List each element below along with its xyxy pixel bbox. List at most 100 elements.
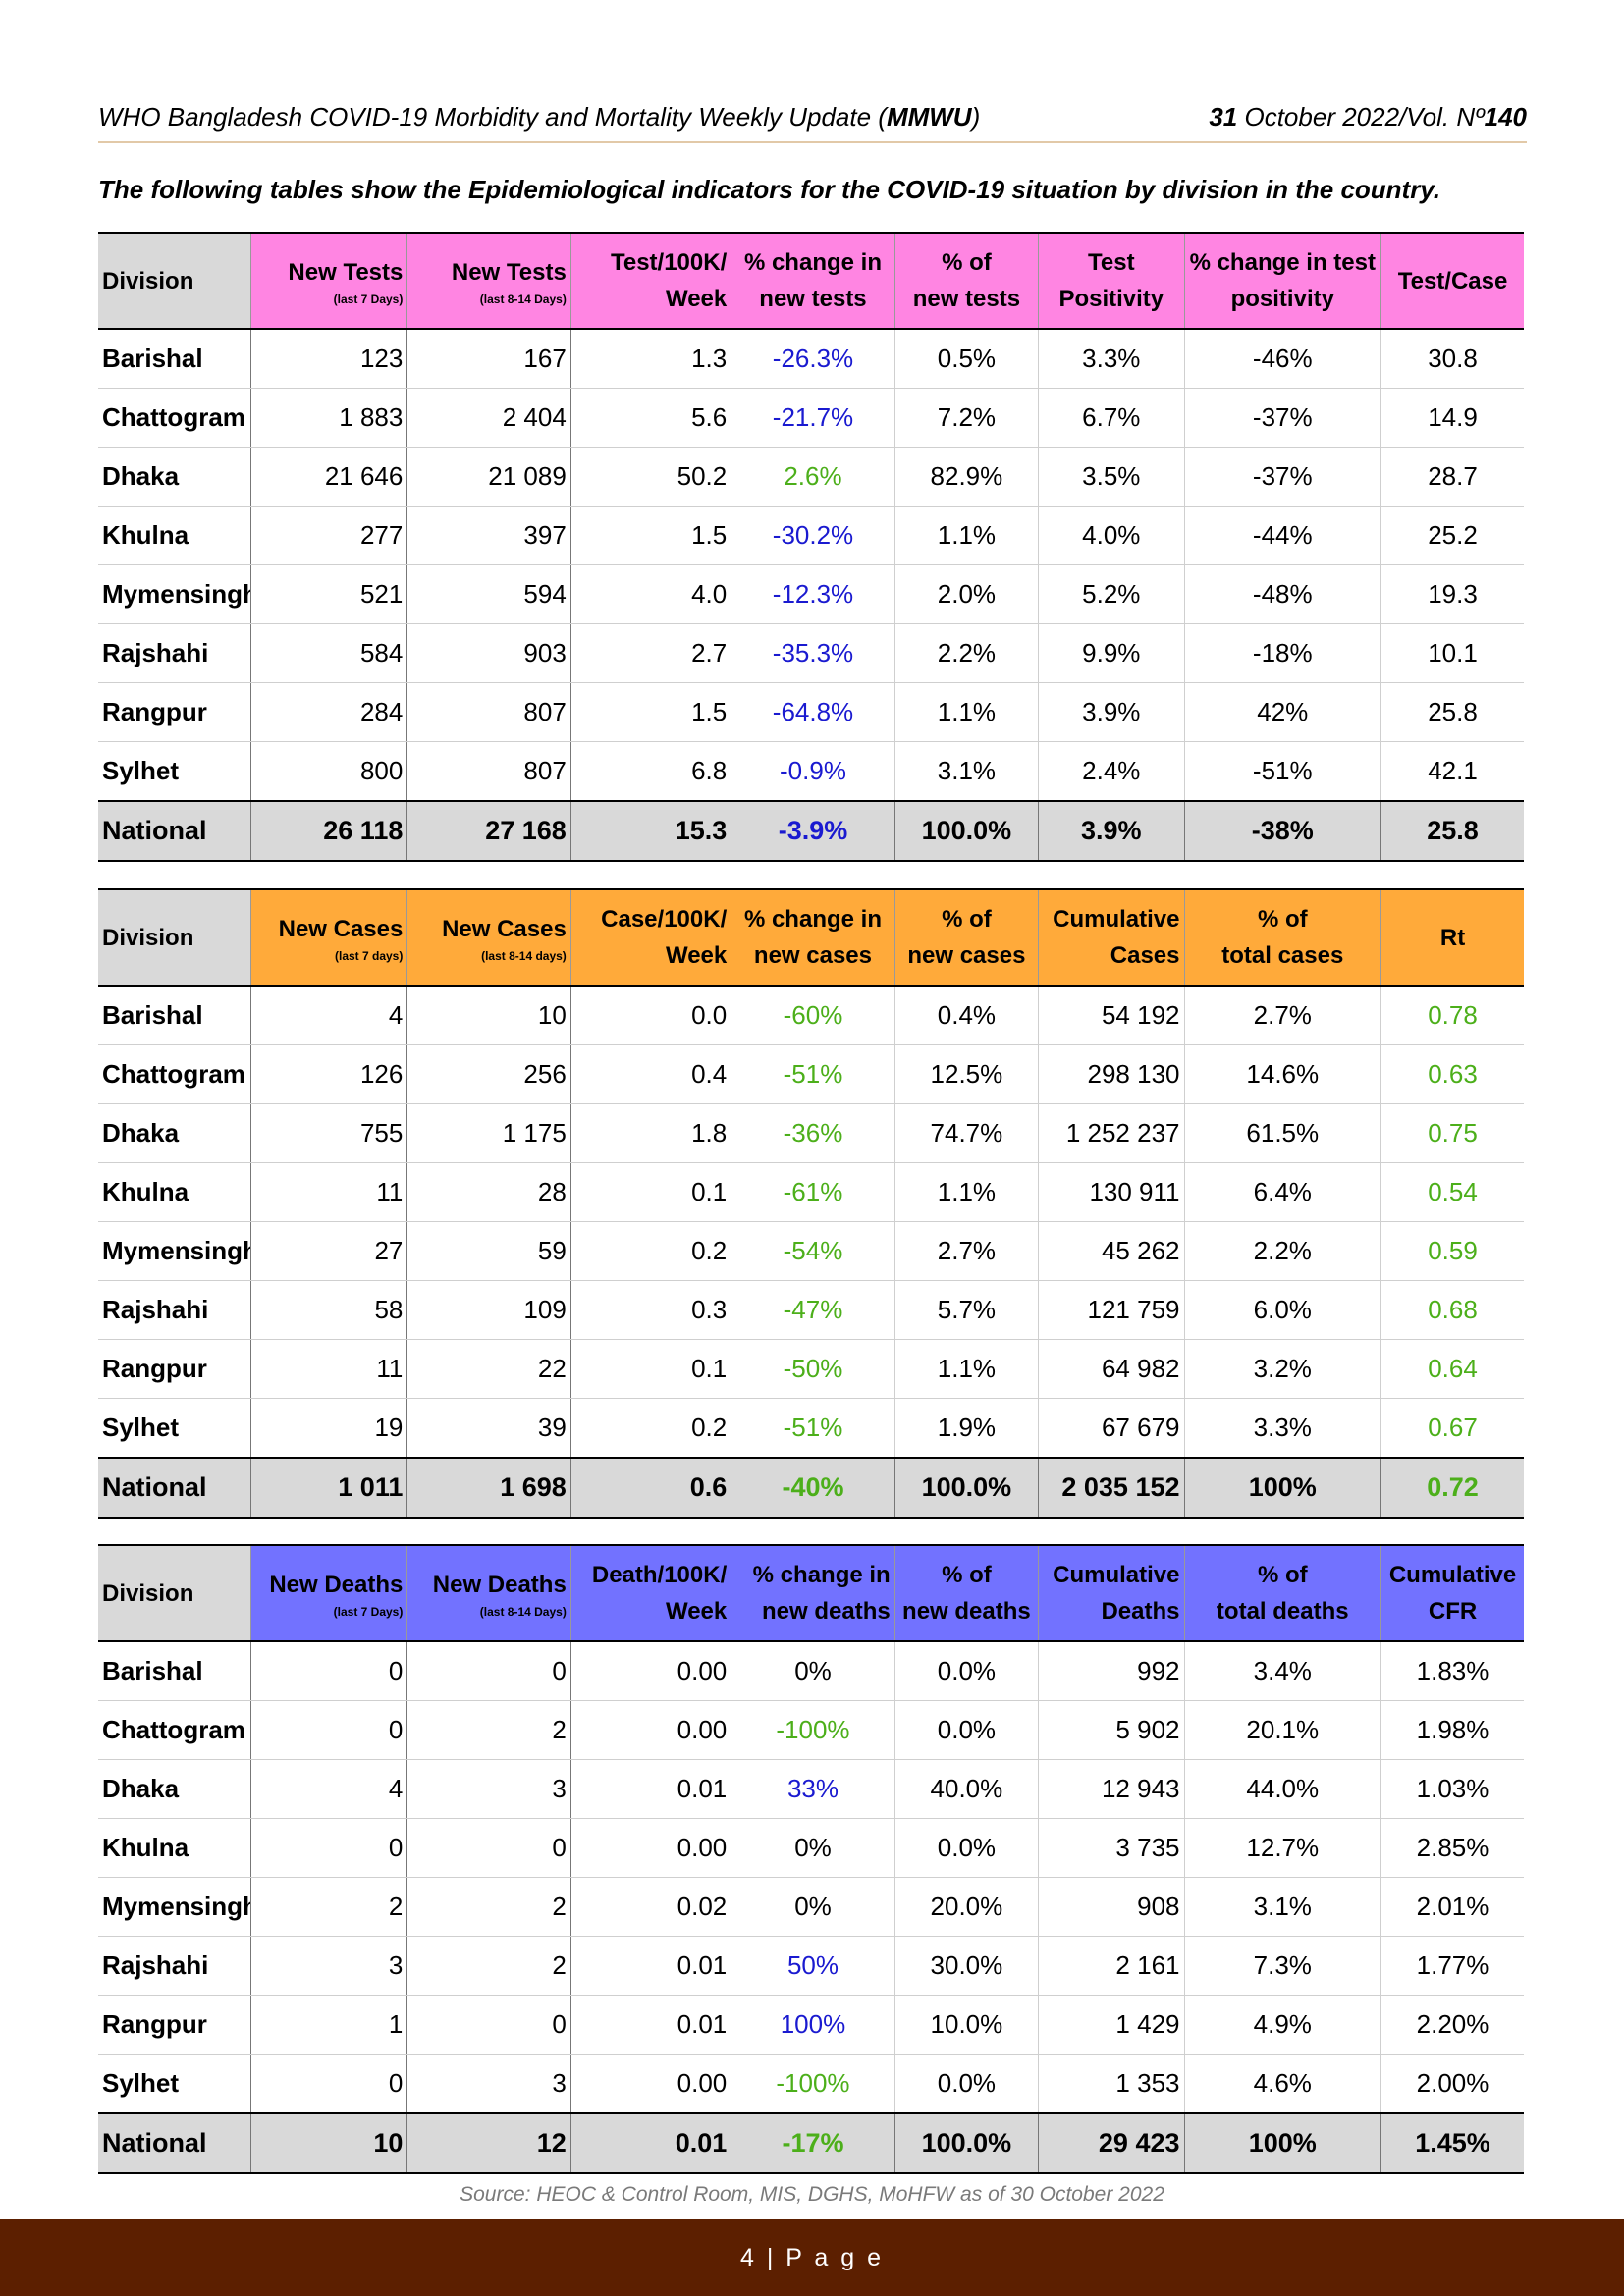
cell: 4.6% (1184, 2054, 1382, 2114)
cell: -35.3% (731, 623, 895, 683)
table-row: Chattogram 0 2 0.00 -100% 0.0% 5 902 20.1% 1.98% (98, 1700, 1524, 1760)
header-pct-total-deaths: % of total deaths (1184, 1544, 1382, 1642)
header-change-new-tests: % change in new tests (731, 232, 895, 330)
cell: 3.2% (1184, 1339, 1382, 1399)
cell: 4.0% (1038, 506, 1185, 565)
cell: 2.7 (570, 623, 732, 683)
cell: 298 130 (1038, 1044, 1185, 1104)
cell: 0.0% (894, 1818, 1040, 1878)
table-row: Chattogram 126 256 0.4 -51% 12.5% 298 130 14.6%… (98, 1044, 1524, 1104)
cell: 0.75 (1380, 1103, 1524, 1163)
cell: 1.03% (1380, 1759, 1524, 1819)
cell: 0.5% (894, 329, 1040, 389)
cell: 30.0% (894, 1936, 1040, 1996)
header-test-positivity: Test Positivity (1038, 232, 1185, 330)
cell: 0.4 (570, 1044, 732, 1104)
cases-table: Division New Cases (last 7 days) New Case… (98, 888, 1524, 1519)
header-new-tests-8-14d: New Tests (last 8-14 Days) (406, 232, 571, 330)
tests-table: Division New Tests (last 7 Days) New Test… (98, 232, 1524, 862)
cell: 20.1% (1184, 1700, 1382, 1760)
cell: -51% (1184, 741, 1382, 802)
cell: -18% (1184, 623, 1382, 683)
deaths-header-row: Division New Deaths (last 7 Days) New Dea… (98, 1544, 1524, 1642)
cell: 3 (406, 2054, 571, 2114)
cell: 19.3 (1380, 564, 1524, 624)
division-name: Rangpur (98, 1995, 251, 2055)
header-new-cases-8-14d: New Cases (last 8-14 days) (406, 888, 571, 987)
cell: 121 759 (1038, 1280, 1185, 1340)
cell: 44.0% (1184, 1759, 1382, 1819)
cell: -38% (1184, 800, 1382, 862)
division-name: Dhaka (98, 447, 251, 507)
cell: 5.2% (1038, 564, 1185, 624)
header-pct-new-tests: % of new tests (894, 232, 1040, 330)
cell: 15.3 (570, 800, 732, 862)
header-pct-new-deaths: % of new deaths (894, 1544, 1040, 1642)
cell: 42.1 (1380, 741, 1524, 802)
cell: 3.1% (1184, 1877, 1382, 1937)
cell: 0.3 (570, 1280, 732, 1340)
cell: 0.67 (1380, 1398, 1524, 1459)
intro-text: The following tables show the Epidemiolo… (98, 175, 1441, 204)
cell: 397 (406, 506, 571, 565)
cell: 3 (406, 1759, 571, 1819)
cell: 0.0% (894, 1641, 1040, 1701)
cell: 0% (731, 1641, 895, 1701)
cell: 0.01 (570, 1936, 732, 1996)
cell: 0.0% (894, 2054, 1040, 2114)
cell: 0 (406, 1995, 571, 2055)
table-row: Barishal 4 10 0.0 -60% 0.4% 54 192 2.7% 0.78 (98, 986, 1524, 1045)
cell: 2 (250, 1877, 408, 1937)
cell: 0.63 (1380, 1044, 1524, 1104)
cell: 2 (406, 1877, 571, 1937)
cell: 0.0 (570, 986, 732, 1045)
header-new-deaths-7d: New Deaths (last 7 Days) (250, 1544, 408, 1642)
header-new-cases-7d: New Cases (last 7 days) (250, 888, 408, 987)
division-name: Barishal (98, 986, 251, 1045)
cell: 0.2 (570, 1398, 732, 1459)
cell: 27 168 (406, 800, 571, 862)
division-name: Rajshahi (98, 1280, 251, 1340)
cell: -54% (731, 1221, 895, 1281)
cell: -44% (1184, 506, 1382, 565)
cell: 2.6% (731, 447, 895, 507)
cell: 2 035 152 (1038, 1457, 1185, 1519)
header-change-positivity: % change in test positivity (1184, 232, 1382, 330)
cell: 2.00% (1380, 2054, 1524, 2114)
cell: 130 911 (1038, 1162, 1185, 1222)
division-name: Rajshahi (98, 623, 251, 683)
cell: 5.6 (570, 388, 732, 448)
cell: 0.01 (570, 2112, 732, 2174)
cell: 0.4% (894, 986, 1040, 1045)
cell: 59 (406, 1221, 571, 1281)
page-number: 4 | P a g e (739, 2243, 885, 2271)
cell: 0.00 (570, 1641, 732, 1701)
cell: 20.0% (894, 1877, 1040, 1937)
table-row: Rangpur 1 0 0.01 100% 10.0% 1 429 4.9% 2.20% (98, 1995, 1524, 2055)
cell: 4 (250, 986, 408, 1045)
cell: 2.85% (1380, 1818, 1524, 1878)
header-death-per-100k: Death/100K/Week (570, 1544, 732, 1642)
cell: -17% (731, 2112, 895, 2174)
table-row: Khulna 0 0 0.00 0% 0.0% 3 735 12.7% 2.85% (98, 1818, 1524, 1878)
cell: 0.72 (1380, 1457, 1524, 1519)
cell: 0.00 (570, 1700, 732, 1760)
cell: 2.7% (1184, 986, 1382, 1045)
header-rt: Rt (1380, 888, 1524, 987)
cell: 14.6% (1184, 1044, 1382, 1104)
cell: 0.0% (894, 1700, 1040, 1760)
cell: 33% (731, 1759, 895, 1819)
table-row: Mymensingh 27 59 0.2 -54% 2.7% 45 262 2.2% 0.59 (98, 1221, 1524, 1281)
cell: 3.3% (1184, 1398, 1382, 1459)
cell: 2.7% (894, 1221, 1040, 1281)
division-name: Sylhet (98, 2054, 251, 2114)
cell: -100% (731, 2054, 895, 2114)
cell: 1 353 (1038, 2054, 1185, 2114)
cell: 2 161 (1038, 1936, 1185, 1996)
cell: 0.00 (570, 2054, 732, 2114)
cell: 1.83% (1380, 1641, 1524, 1701)
header-pct-total-cases: % of total cases (1184, 888, 1382, 987)
division-name: National (98, 1457, 251, 1519)
division-name: Rangpur (98, 1339, 251, 1399)
cell: 3.5% (1038, 447, 1185, 507)
